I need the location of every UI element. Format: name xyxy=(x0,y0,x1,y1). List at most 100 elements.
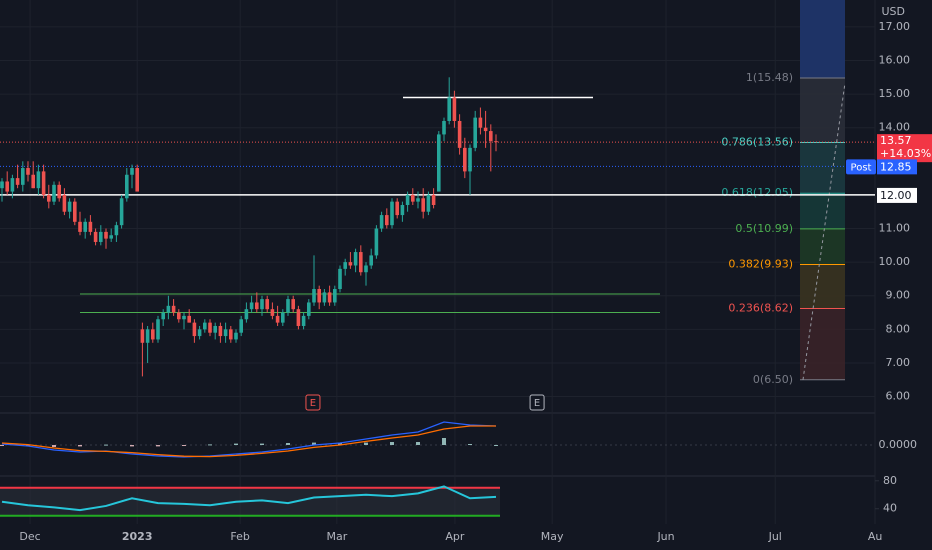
candle-body xyxy=(166,305,171,313)
fib-extension-band xyxy=(800,0,845,78)
candle-body xyxy=(10,178,15,192)
fib-label: 0(6.50) xyxy=(753,373,793,386)
candle-body xyxy=(442,120,446,135)
candle-body xyxy=(447,97,451,121)
y-tick-label: 7.00 xyxy=(886,356,911,369)
candle-body xyxy=(405,194,410,205)
candle-body xyxy=(255,302,259,310)
candle-body xyxy=(275,315,280,323)
candle-body xyxy=(130,168,134,175)
candle-body xyxy=(281,312,285,323)
candle-body xyxy=(93,231,98,242)
rsi-tick-label: 40 xyxy=(883,502,897,515)
fib-label: 0.382(9.93) xyxy=(728,257,793,270)
macd-histogram xyxy=(390,442,394,445)
candle-body xyxy=(213,325,217,333)
candle-body xyxy=(41,171,46,195)
candle-body xyxy=(203,322,207,330)
candle-body xyxy=(140,329,145,343)
candle-body xyxy=(379,215,384,229)
candle-body xyxy=(473,117,477,148)
candle-body xyxy=(78,221,82,232)
candle-body xyxy=(187,315,191,323)
candle-body xyxy=(301,315,306,326)
candle-body xyxy=(5,181,9,192)
x-tick-label: 2023 xyxy=(122,530,153,543)
y-tick-label: 9.00 xyxy=(886,289,911,302)
candle-body xyxy=(234,332,238,340)
candle-body xyxy=(317,289,321,303)
candle-body xyxy=(239,319,243,333)
y-tick-label: 10.00 xyxy=(879,255,911,268)
y-tick-label: 17.00 xyxy=(879,20,911,33)
candle-body xyxy=(57,184,61,199)
y-tick-label: 6.00 xyxy=(886,390,911,403)
candle-body xyxy=(99,231,103,242)
level-label: 12.00 xyxy=(880,189,912,202)
fib-band xyxy=(800,142,845,194)
candle-body xyxy=(353,252,358,266)
candle-body xyxy=(21,168,25,185)
candle-body xyxy=(416,198,420,202)
candle-body xyxy=(452,97,457,121)
macd-histogram xyxy=(416,442,420,445)
candle-body xyxy=(369,255,373,266)
candle-body xyxy=(348,262,353,266)
candle-body xyxy=(265,299,269,310)
x-tick-label: May xyxy=(541,530,564,543)
candle-body xyxy=(411,194,415,202)
candle-body xyxy=(260,299,264,310)
y-tick-label: 16.00 xyxy=(879,53,911,66)
y-tick-label: 15.00 xyxy=(879,87,911,100)
macd-histogram xyxy=(468,444,472,445)
fib-label: 1(15.48) xyxy=(746,71,793,84)
fib-band xyxy=(800,77,845,143)
candle-body xyxy=(67,201,72,212)
last-price-box xyxy=(877,134,932,163)
candle-body xyxy=(244,309,249,320)
candle-body xyxy=(286,299,290,313)
candle-body xyxy=(395,201,399,216)
candle-body xyxy=(104,231,108,239)
y-tick-label: 14.00 xyxy=(879,121,911,134)
macd-histogram xyxy=(52,445,56,447)
y-tick-label: 11.00 xyxy=(879,222,911,235)
fib-label: 0.618(12.05) xyxy=(721,186,793,199)
candle-body xyxy=(109,235,113,239)
x-tick-label: Mar xyxy=(326,530,347,543)
candle-body xyxy=(483,127,488,132)
candle-body xyxy=(192,322,197,337)
candle-body xyxy=(125,174,129,199)
last-price-change: +14.03% xyxy=(880,147,931,160)
macd-histogram xyxy=(312,442,316,445)
post-price-box xyxy=(877,159,917,175)
macd-histogram xyxy=(182,445,186,446)
earnings-label: E xyxy=(310,398,316,409)
macd-histogram xyxy=(338,443,342,445)
candle-body xyxy=(47,194,51,202)
candle-body xyxy=(426,194,431,212)
candle-body xyxy=(135,168,139,192)
macd-histogram xyxy=(0,445,4,446)
macd-histogram xyxy=(130,445,134,447)
candle-body xyxy=(338,268,342,290)
candle-body xyxy=(218,325,223,337)
x-tick-label: Jul xyxy=(768,530,782,543)
candle-body xyxy=(385,215,389,226)
earnings-label: E xyxy=(534,398,540,409)
fib-trend-line xyxy=(802,82,846,380)
macd-histogram xyxy=(494,445,498,446)
candle-body xyxy=(468,147,472,172)
candle-body xyxy=(343,262,347,269)
earnings-marker xyxy=(529,394,545,411)
last-price-label: 13.57 xyxy=(880,134,912,147)
candle-body xyxy=(62,194,67,212)
candle-body xyxy=(171,305,176,313)
earnings-marker xyxy=(305,394,321,411)
post-name-box xyxy=(846,159,876,175)
currency: USD xyxy=(881,5,905,18)
candle-body xyxy=(437,134,441,192)
candle-body xyxy=(307,302,311,316)
candle-body xyxy=(223,329,228,337)
